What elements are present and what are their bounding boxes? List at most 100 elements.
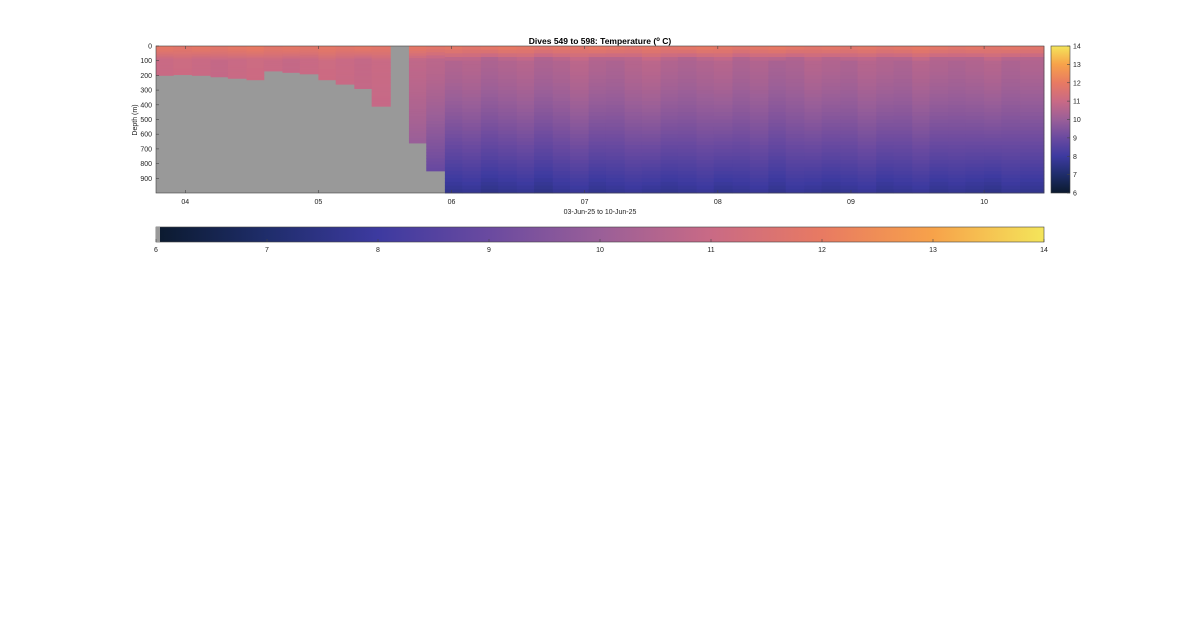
- heatmap-cell: [354, 84, 373, 86]
- heatmap-cell: [912, 181, 930, 187]
- heatmap-cell: [605, 123, 626, 128]
- heatmap-cell: [1020, 148, 1045, 153]
- x-axis: 04 05 06 07 08 09 10: [181, 46, 988, 206]
- heatmap-cell: [984, 115, 1002, 120]
- heatmap-cell: [588, 71, 607, 76]
- dive-column: [624, 46, 643, 194]
- heatmap-cell: [857, 170, 877, 176]
- heatmap-cell: [570, 126, 590, 131]
- heatmap-cell: [984, 148, 1002, 153]
- heatmap-cell: [498, 178, 518, 183]
- heatmap-cell: [156, 58, 174, 60]
- heatmap-cell: [408, 116, 427, 120]
- heatmap-cell: [713, 141, 733, 146]
- heatmap-cell: [677, 75, 697, 80]
- heatmap-cell: [552, 75, 571, 80]
- heatmap-cell: [984, 174, 1002, 179]
- heatmap-cell: [696, 163, 715, 168]
- heatmap-cell: [641, 134, 661, 139]
- heatmap-cell: [227, 50, 247, 53]
- heatmap-cell: [821, 82, 841, 87]
- heatmap-cell: [480, 137, 499, 142]
- heatmap-cell: [821, 75, 841, 80]
- heatmap-cell: [984, 189, 1002, 194]
- heatmap-cell: [713, 112, 733, 117]
- heatmap-cell: [444, 152, 463, 157]
- heatmap-cell: [173, 66, 193, 68]
- heatmap-cell: [462, 126, 482, 131]
- heatmap-cell: [785, 130, 805, 135]
- heatmap-cell: [876, 167, 894, 172]
- heatmap-cell: [821, 108, 841, 113]
- heatmap-cell: [660, 123, 679, 128]
- heatmap-cell: [263, 65, 283, 68]
- heatmap-cell: [1001, 86, 1021, 91]
- heatmap-cell: [1001, 181, 1021, 187]
- heatmap-cell: [210, 47, 229, 49]
- heatmap-cell: [371, 59, 391, 62]
- heatmap-cell: [210, 73, 229, 75]
- heatmap-cell: [965, 189, 985, 194]
- heatmap-cell: [804, 163, 823, 168]
- heatmap-cell: [498, 46, 518, 51]
- heatmap-cell: [516, 167, 535, 172]
- heatmap-cell: [696, 178, 715, 183]
- heatmap-cell: [246, 75, 265, 77]
- heatmap-cell: [1020, 134, 1045, 139]
- heatmap-cell: [857, 181, 877, 187]
- heatmap-cell: [408, 48, 427, 52]
- heatmap-cell: [677, 108, 697, 113]
- heatmap-cell: [696, 167, 715, 172]
- heatmap-cell: [713, 64, 733, 69]
- heatmap-cell: [552, 49, 571, 54]
- heatmap-cell: [426, 127, 446, 131]
- heatmap-cell: [768, 82, 787, 87]
- heatmap-cell: [246, 70, 265, 72]
- heatmap-cell: [785, 64, 805, 69]
- dive-column: [480, 46, 499, 194]
- heatmap-cell: [263, 64, 283, 66]
- heatmap-cell: [444, 79, 463, 84]
- heatmap-cell: [210, 54, 229, 56]
- heatmap-cell: [246, 50, 265, 52]
- heatmap-cell: [299, 63, 319, 65]
- heatmap-cell: [191, 47, 211, 49]
- heatmap-cell: [641, 163, 661, 168]
- heatmap-cell: [605, 119, 626, 124]
- heatmap-cell: [713, 130, 733, 135]
- heatmap-cell: [840, 163, 859, 168]
- heatmap-cell: [371, 73, 391, 76]
- heatmap-cell: [641, 119, 661, 124]
- heatmap-cell: [426, 61, 446, 66]
- heatmap-cell: [246, 56, 265, 58]
- heatmap-cell: [912, 115, 930, 120]
- heatmap-cell: [948, 104, 966, 109]
- heatmap-cell: [876, 93, 894, 98]
- heatmap-cell: [768, 141, 787, 146]
- heatmap-cell: [156, 59, 174, 62]
- heatmap-cell: [804, 126, 823, 131]
- heatmap-cell: [570, 57, 590, 62]
- heatmap-cell: [299, 54, 319, 56]
- heatmap-cell: [929, 189, 949, 194]
- heatmap-cell: [1020, 112, 1045, 117]
- heatmap-cell: [156, 52, 174, 54]
- heatmap-cell: [354, 55, 373, 58]
- heatmap-cell: [480, 115, 499, 120]
- heatmap-cell: [408, 58, 427, 61]
- heatmap-cell: [857, 108, 877, 113]
- heatmap-cell: [732, 90, 751, 95]
- heatmap-cell: [624, 71, 643, 76]
- heatmap-cell: [912, 90, 930, 95]
- heatmap-cell: [408, 135, 427, 139]
- heatmap-cell: [156, 47, 174, 49]
- heatmap-cell: [732, 53, 751, 58]
- heatmap-cell: [732, 130, 751, 135]
- heatmap-cell: [876, 163, 894, 168]
- heatmap-cell: [749, 170, 769, 176]
- heatmap-cell: [282, 62, 301, 64]
- heatmap-cell: [677, 148, 697, 153]
- heatmap-cell: [263, 53, 283, 55]
- heatmap-cell: [156, 65, 174, 67]
- heatmap-cell: [534, 53, 554, 58]
